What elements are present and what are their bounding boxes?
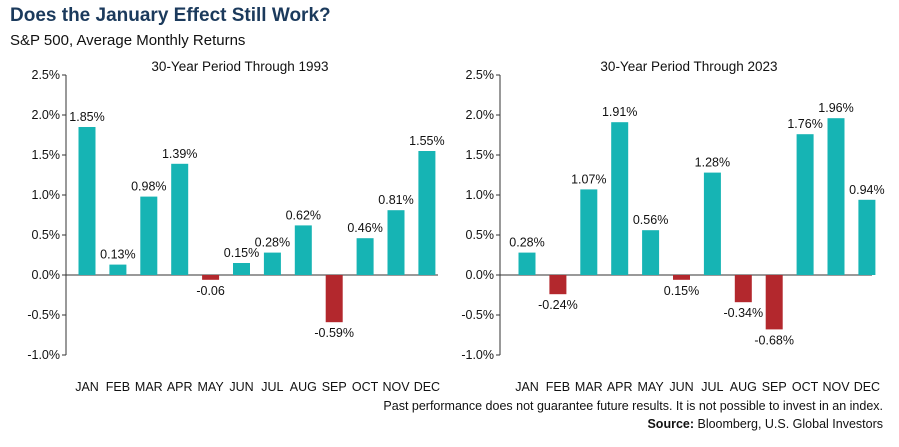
data-label: 1.07% — [571, 172, 606, 186]
x-tick-label: AUG — [290, 380, 317, 394]
bar-sep — [765, 275, 783, 330]
data-label: 0.46% — [347, 221, 382, 235]
data-label: 0.13% — [100, 248, 135, 262]
x-tick-label: MAR — [575, 380, 603, 394]
data-label: -0.24% — [538, 298, 578, 312]
bar-oct — [796, 134, 814, 275]
bar-aug — [734, 275, 752, 303]
chart-title: Does the January Effect Still Work? — [10, 5, 331, 26]
x-tick-label: OCT — [352, 380, 379, 394]
y-tick-label: -1.0% — [461, 348, 494, 362]
y-tick-label: 0.0% — [32, 268, 61, 282]
bar-mar — [140, 196, 158, 275]
bar-jun — [673, 275, 690, 280]
data-label: 1.91% — [602, 105, 637, 119]
x-tick-label: JUN — [229, 380, 253, 394]
data-label: 1.55% — [409, 134, 444, 148]
x-tick-label: FEB — [106, 380, 130, 394]
bar-feb — [109, 264, 127, 275]
bar-sep — [325, 275, 343, 323]
y-tick-label: 0.5% — [32, 228, 61, 242]
data-label: 1.96% — [818, 101, 853, 115]
bar-may — [642, 230, 660, 275]
x-tick-label: MAY — [638, 380, 665, 394]
data-label: 1.28% — [695, 156, 730, 170]
bar-jul — [703, 172, 721, 275]
data-label: 0.81% — [378, 193, 413, 207]
panel-title: 30-Year Period Through 1993 — [151, 59, 328, 74]
y-tick-label: -0.5% — [27, 308, 60, 322]
bar-mar — [580, 189, 598, 275]
bar-jan — [518, 252, 536, 275]
x-tick-label: NOV — [382, 380, 410, 394]
x-tick-label: DEC — [414, 380, 440, 394]
bar-dec — [858, 199, 876, 275]
x-tick-label: JAN — [515, 380, 539, 394]
data-label: 0.62% — [286, 208, 321, 222]
bar-jun — [233, 263, 250, 275]
data-label: 1.39% — [162, 147, 197, 161]
x-tick-label: APR — [607, 380, 633, 394]
y-tick-label: -0.5% — [461, 308, 494, 322]
data-label: 0.15% — [224, 246, 259, 260]
y-tick-label: 1.0% — [466, 188, 495, 202]
data-label: -0.59% — [314, 326, 354, 340]
x-tick-label: FEB — [546, 380, 570, 394]
bar-nov — [387, 210, 405, 275]
bar-may — [202, 275, 220, 280]
y-tick-label: 2.5% — [32, 68, 61, 82]
bar-apr — [171, 163, 189, 275]
bar-jul — [263, 252, 281, 275]
data-label: -0.34% — [723, 306, 763, 320]
source-text: Bloomberg, U.S. Global Investors — [694, 417, 883, 431]
y-tick-label: 2.0% — [32, 108, 61, 122]
bar-feb — [549, 275, 567, 295]
x-tick-label: SEP — [322, 380, 347, 394]
bar-nov — [827, 118, 845, 275]
y-tick-label: 2.0% — [466, 108, 495, 122]
bar-apr — [611, 122, 629, 275]
y-tick-label: -1.0% — [27, 348, 60, 362]
panel-title: 30-Year Period Through 2023 — [600, 59, 777, 74]
x-tick-label: JUL — [701, 380, 723, 394]
x-tick-label: MAR — [135, 380, 163, 394]
data-label: 0.94% — [849, 183, 884, 197]
y-tick-label: 0.5% — [466, 228, 495, 242]
bar-dec — [418, 151, 436, 275]
y-tick-label: 1.5% — [466, 148, 495, 162]
y-tick-label: 1.0% — [32, 188, 61, 202]
data-label: -0.06 — [196, 284, 225, 298]
x-tick-label: MAY — [198, 380, 225, 394]
data-label: 0.56% — [633, 213, 668, 227]
bar-oct — [356, 238, 374, 275]
x-tick-label: NOV — [822, 380, 850, 394]
x-tick-label: APR — [167, 380, 193, 394]
data-label: 0.98% — [131, 180, 166, 194]
data-label: 1.76% — [787, 117, 822, 131]
y-tick-label: 0.0% — [466, 268, 495, 282]
y-tick-label: 1.5% — [32, 148, 61, 162]
data-label: 0.28% — [255, 236, 290, 250]
x-tick-label: JAN — [75, 380, 99, 394]
x-tick-label: SEP — [762, 380, 787, 394]
bar-jan — [78, 127, 96, 275]
data-label: 0.28% — [509, 236, 544, 250]
source-note: Source: Bloomberg, U.S. Global Investors — [647, 417, 883, 431]
data-label: 0.15% — [664, 284, 699, 298]
chart-subtitle: S&P 500, Average Monthly Returns — [10, 32, 246, 49]
y-tick-label: 2.5% — [466, 68, 495, 82]
data-label: -0.68% — [754, 333, 794, 347]
data-label: 1.85% — [69, 110, 104, 124]
x-tick-label: AUG — [730, 380, 757, 394]
source-label: Source: — [647, 417, 695, 431]
x-tick-label: OCT — [792, 380, 819, 394]
disclaimer-text: Past performance does not guarantee futu… — [383, 399, 883, 413]
x-tick-label: DEC — [854, 380, 880, 394]
x-tick-label: JUL — [261, 380, 283, 394]
x-tick-label: JUN — [669, 380, 693, 394]
bar-aug — [294, 225, 312, 275]
